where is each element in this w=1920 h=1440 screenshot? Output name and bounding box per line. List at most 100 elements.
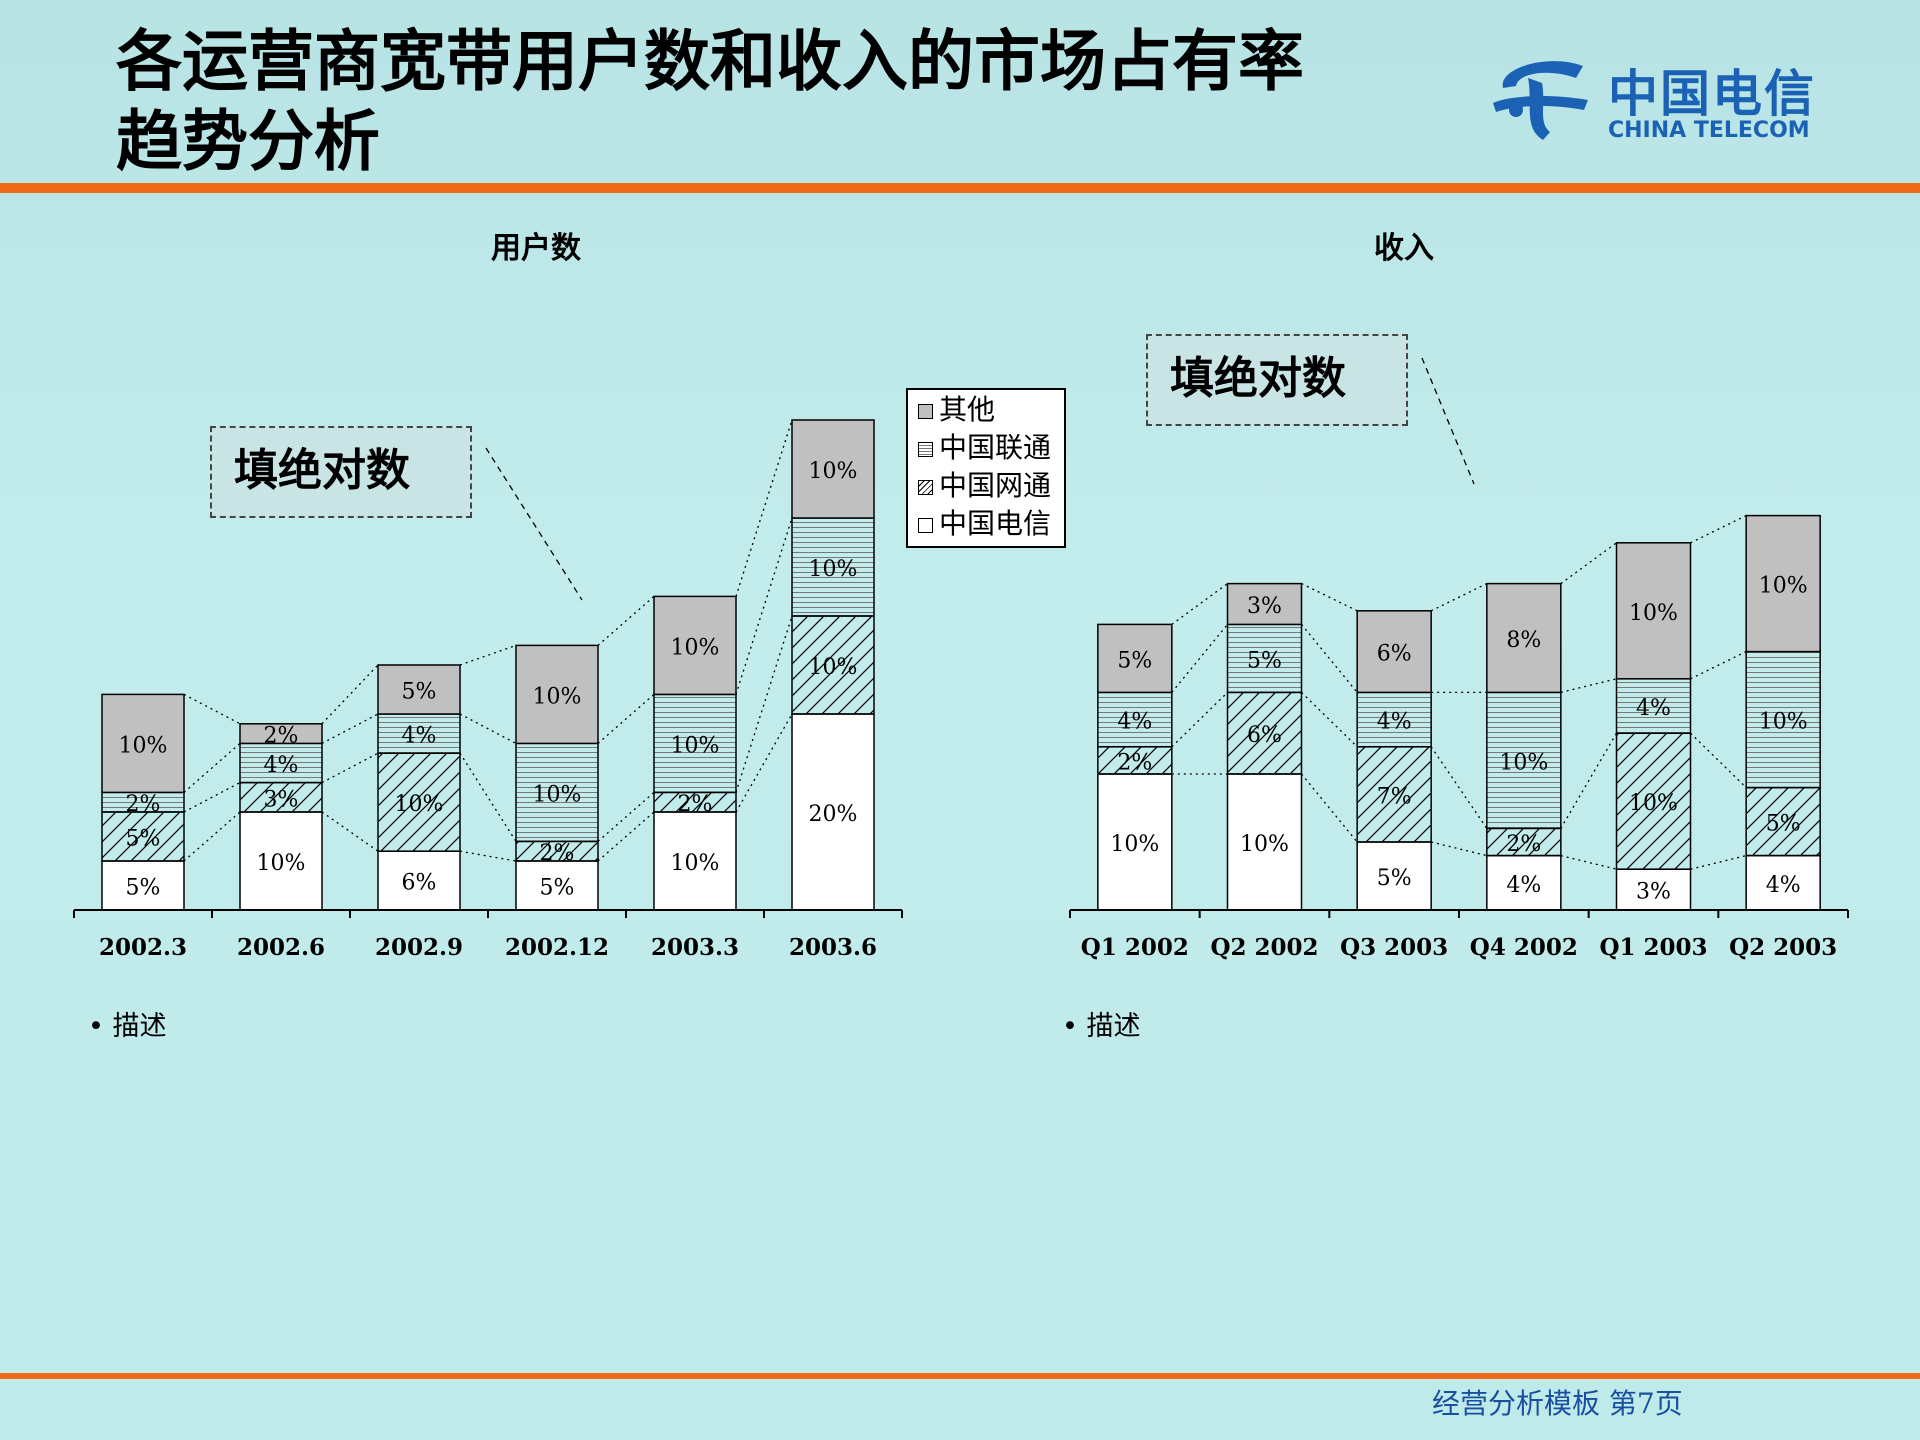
bar-segment (377, 752, 461, 852)
bar-segment (1097, 773, 1173, 911)
legend-item-telecom: 中国电信 (918, 506, 1051, 542)
data-label: 4% (1377, 710, 1412, 735)
bar-segment (1615, 542, 1692, 680)
bar-segment (1356, 691, 1432, 748)
data-label: 4% (1636, 696, 1671, 721)
series-connector (183, 811, 241, 862)
series-connector (459, 644, 517, 666)
x-tick-label: Q1 2002 (1081, 934, 1189, 961)
x-tick-label: 2002.3 (99, 934, 187, 961)
series-connector (1690, 651, 1747, 680)
data-label: 5% (540, 876, 575, 901)
bar-segment (1226, 623, 1303, 694)
page-title-line-2: 趋势分析 (116, 103, 380, 180)
bullet-revenue-text: 描述 (1086, 1011, 1141, 1042)
x-tick-label: 2002.6 (237, 934, 325, 961)
legend-swatch-netcom (918, 479, 933, 495)
data-label: 10% (809, 655, 858, 680)
data-label: 10% (671, 851, 720, 876)
data-label: 5% (1766, 812, 1801, 837)
series-connector (1560, 542, 1617, 585)
data-label: 10% (1240, 832, 1289, 857)
series-connector (1430, 583, 1488, 612)
series-connector (1171, 583, 1228, 625)
data-label: 10% (533, 684, 582, 709)
series-connector (321, 713, 379, 744)
series-connector (459, 752, 517, 842)
data-label: 10% (1110, 832, 1159, 857)
series-connector (321, 752, 379, 784)
data-label: 10% (533, 782, 582, 807)
data-label: 10% (1629, 601, 1678, 626)
series-connector (1430, 746, 1488, 829)
data-label: 2% (678, 792, 713, 817)
series-connector (1690, 515, 1747, 544)
bar-segment (1745, 650, 1821, 789)
chart-title: 收入 (1374, 231, 1434, 266)
legend-swatch-other (918, 403, 933, 419)
bullet-users-text: 描述 (112, 1011, 167, 1042)
bar-segment (1226, 773, 1303, 911)
series-connector (735, 419, 793, 597)
bar-segment (1097, 691, 1173, 748)
data-label: 8% (1506, 628, 1541, 653)
logo-text-en: CHINA TELECOM (1608, 118, 1810, 143)
data-label: 4% (1117, 710, 1152, 735)
data-label: 2% (126, 792, 161, 817)
data-label: 4% (402, 724, 437, 749)
series-connector (597, 811, 655, 862)
series-connector (183, 742, 241, 793)
bar-segment (1745, 514, 1821, 653)
bar-segment (653, 693, 737, 794)
series-connector (1431, 841, 1487, 857)
bar-segment (791, 517, 875, 617)
data-label: 6% (402, 871, 437, 896)
bar-segment (239, 742, 323, 784)
data-label: 5% (126, 876, 161, 901)
series-connector (597, 791, 655, 842)
series-connector (597, 595, 655, 646)
data-label: 6% (1247, 723, 1282, 748)
bar-segment (377, 664, 461, 715)
series-connector (1301, 583, 1358, 612)
data-label: 10% (395, 792, 444, 817)
legend-item-netcom: 中国网通 (918, 468, 1051, 504)
data-label: 10% (1629, 791, 1678, 816)
data-label: 10% (809, 459, 858, 484)
data-label: 3% (264, 787, 299, 812)
bar-segment (1615, 732, 1692, 870)
bar-segment (1356, 610, 1432, 694)
data-label: 4% (1506, 873, 1541, 898)
bar-segment (377, 713, 461, 754)
series-connector (1300, 773, 1358, 843)
data-label: 5% (126, 827, 161, 852)
bar-segment (1097, 746, 1173, 775)
data-label: 4% (264, 753, 299, 778)
x-tick-label: 2003.3 (651, 934, 739, 961)
series-connector (735, 517, 793, 695)
x-tick-label: Q1 2003 (1599, 934, 1707, 961)
footer-page-label: 经营分析模板 第7页 (1432, 1387, 1683, 1420)
data-label: 10% (1759, 710, 1808, 735)
series-connector (1300, 623, 1358, 693)
data-label: 4% (1766, 873, 1801, 898)
x-tick-label: 2002.12 (505, 934, 609, 961)
bar-segment (1097, 623, 1173, 694)
telecom-swirl-icon (1493, 61, 1588, 140)
data-label: 5% (402, 680, 437, 705)
bar-segment (1486, 582, 1562, 694)
x-tick-label: Q2 2003 (1729, 934, 1837, 961)
series-connector (1560, 678, 1617, 694)
bar-segment (791, 419, 875, 519)
data-label: 2% (1506, 832, 1541, 857)
data-label: 10% (257, 851, 306, 876)
x-tick-label: Q4 2002 (1470, 934, 1578, 961)
page-title-line-1: 各运营商宽带用户数和收入的市场占有率 (116, 23, 1304, 100)
data-label: 10% (671, 635, 720, 660)
bar-segment (1745, 786, 1821, 857)
data-label: 7% (1377, 784, 1412, 809)
data-label: 5% (1247, 648, 1282, 673)
series-connector (1560, 732, 1618, 829)
x-tick-label: Q2 2002 (1210, 934, 1318, 961)
data-label: 20% (809, 802, 858, 827)
